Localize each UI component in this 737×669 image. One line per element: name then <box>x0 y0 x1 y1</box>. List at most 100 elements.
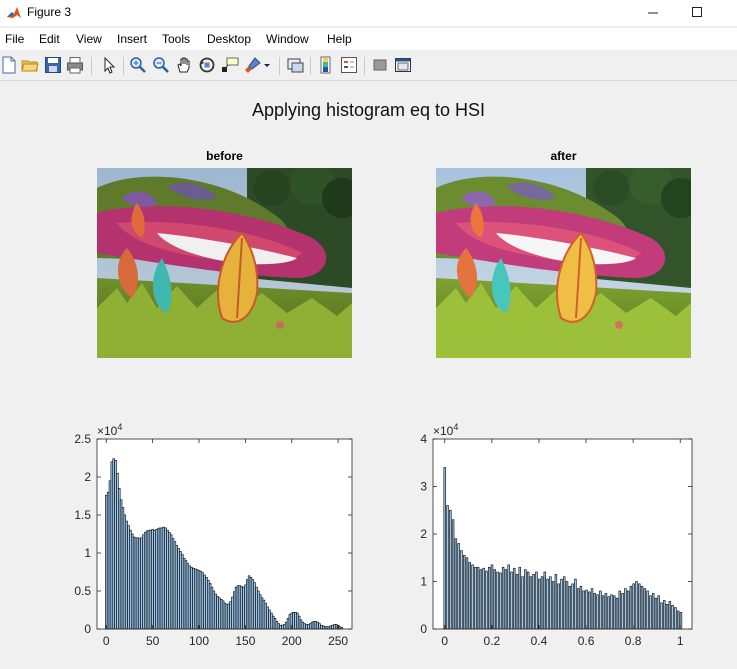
histogram-bar <box>560 578 563 630</box>
histogram-bar <box>582 590 585 630</box>
x-tick-label: 50 <box>146 634 160 648</box>
histogram-bar <box>504 569 508 630</box>
histogram-bar <box>543 571 547 630</box>
histogram-bar <box>599 590 602 630</box>
histogram-bar <box>443 467 446 630</box>
histogram-bar <box>465 557 469 630</box>
new-figure-icon[interactable] <box>0 56 18 74</box>
menu-file[interactable]: File <box>5 32 25 46</box>
histogram-bar <box>513 567 516 630</box>
histogram-bar <box>529 576 533 630</box>
menu-tools[interactable]: Tools <box>162 32 191 46</box>
save-icon[interactable] <box>44 56 62 74</box>
histogram-bar <box>538 578 541 630</box>
maximize-button[interactable] <box>674 0 720 26</box>
x-tick-label: 0.2 <box>484 634 501 648</box>
legend-icon[interactable] <box>340 56 358 74</box>
zoom-in-icon[interactable] <box>129 56 147 74</box>
histogram-bar <box>563 576 566 630</box>
histogram-bar <box>649 595 652 630</box>
colorbar-icon[interactable] <box>317 56 335 74</box>
histogram-bar <box>574 578 577 630</box>
matlab-app-icon <box>6 5 22 21</box>
y-tick-label: 1 <box>420 575 427 589</box>
x-tick-label: 0 <box>103 634 110 648</box>
histogram-bar <box>460 550 463 630</box>
y-tick-label: 2.5 <box>74 432 91 446</box>
pan-hand-icon[interactable] <box>175 56 193 74</box>
menu-help[interactable]: Help <box>327 32 352 46</box>
select-arrow-icon[interactable] <box>100 56 118 74</box>
histogram-bar <box>454 538 458 630</box>
link-plot-icon[interactable] <box>286 56 304 74</box>
x-tick-label: 0.4 <box>531 634 548 648</box>
y-tick-label: 4 <box>420 432 427 446</box>
x-tick-label: 250 <box>328 634 348 648</box>
histogram-bar <box>510 571 513 630</box>
menu-window[interactable]: Window <box>266 32 309 46</box>
toolbar-separator <box>364 57 365 75</box>
histogram-bar <box>549 576 552 630</box>
window-title: Figure 3 <box>27 5 72 19</box>
toolbar-separator <box>279 57 280 75</box>
menu-insert[interactable]: Insert <box>117 32 148 46</box>
histogram-bar <box>515 574 519 630</box>
histogram-bar <box>462 555 466 630</box>
toolbar <box>0 52 737 81</box>
y-exponent-power: 4 <box>117 422 122 432</box>
open-file-icon[interactable] <box>21 56 39 74</box>
histogram-bar <box>557 583 560 630</box>
histogram-bar <box>618 590 622 630</box>
histogram-bar <box>493 569 497 630</box>
menu-desktop[interactable]: Desktop <box>207 32 252 46</box>
histogram-bar <box>607 596 610 630</box>
show-plot-tools-icon[interactable] <box>394 56 412 74</box>
y-tick-label: 2 <box>420 527 427 541</box>
histogram-bar <box>499 572 502 630</box>
y-tick-label: 2 <box>84 470 91 484</box>
y-exponent-label: ×104 <box>97 422 122 438</box>
histogram-bar <box>479 569 483 630</box>
histogram-before: 0 50 100 150 200 250 0 0.5 1 1.5 2 2.5 ×104 <box>74 422 353 648</box>
zoom-out-icon[interactable] <box>152 56 170 74</box>
histogram-bar <box>626 590 630 630</box>
menu-view[interactable]: View <box>76 32 102 46</box>
minimize-button[interactable] <box>630 0 676 26</box>
histogram-bar <box>482 567 485 630</box>
histogram-bar <box>638 583 641 630</box>
histogram-bar <box>671 604 674 630</box>
histogram-bar <box>526 571 530 630</box>
histogram-bar <box>524 569 527 630</box>
histogram-bar <box>665 604 669 630</box>
histogram-bar <box>657 595 660 630</box>
menu-bar: File Edit View Insert Tools Desktop Wind… <box>0 28 737 50</box>
dropdown-arrow-icon[interactable] <box>262 56 272 74</box>
histogram-bar <box>663 600 666 630</box>
hide-plot-tools-icon[interactable] <box>371 56 389 74</box>
histogram-bar <box>471 564 474 630</box>
x-tick-label: 100 <box>189 634 209 648</box>
histogram-bar <box>474 566 477 630</box>
histogram-bar <box>554 574 558 630</box>
brush-icon[interactable] <box>244 56 262 74</box>
x-tick-label: 200 <box>282 634 302 648</box>
histogram-bar <box>451 519 455 630</box>
histogram-bar <box>646 590 649 630</box>
histogram-bar <box>596 594 599 630</box>
before-image <box>97 168 352 358</box>
histogram-bar <box>476 566 480 630</box>
histogram-bar <box>457 543 460 630</box>
menu-edit[interactable]: Edit <box>39 32 60 46</box>
histogram-bar <box>507 564 510 630</box>
histogram-bar <box>532 574 535 630</box>
histogram-bar <box>521 576 524 630</box>
rotate-3d-icon[interactable] <box>198 56 216 74</box>
histogram-bar <box>613 595 616 630</box>
histogram-bar <box>568 585 572 630</box>
histogram-bar <box>518 566 522 630</box>
data-cursor-icon[interactable] <box>221 56 239 74</box>
x-tick-label: 0.6 <box>578 634 595 648</box>
print-icon[interactable] <box>66 56 84 74</box>
y-tick-label: 0.5 <box>74 584 91 598</box>
toolbar-separator <box>123 57 124 75</box>
